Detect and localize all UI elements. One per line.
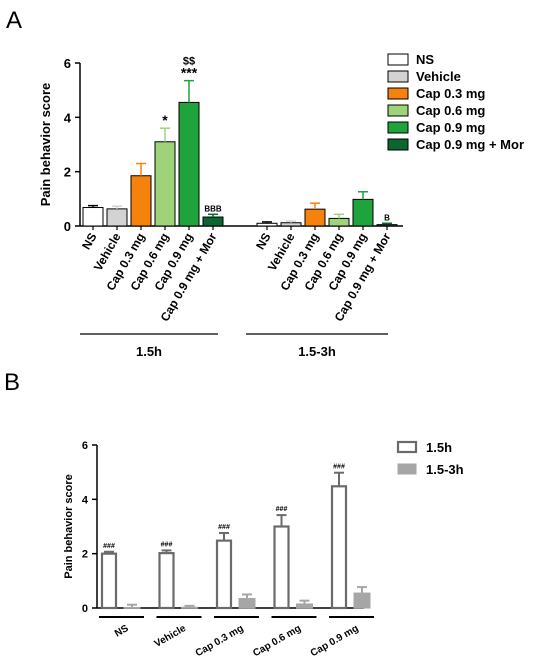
chart-b-legend-label: 1.5h xyxy=(426,440,452,455)
chart-b-bar-1-5h xyxy=(215,539,233,610)
chart-a-bar xyxy=(202,216,224,227)
chart-a-significance-mark: *** xyxy=(181,65,198,81)
chart-b-bar-1-5h xyxy=(330,485,348,610)
chart-b-y-tick-label: 0 xyxy=(82,603,88,615)
chart-a-significance-mark: * xyxy=(162,112,168,128)
chart-a-legend-label: Cap 0.9 mg + Mor xyxy=(416,137,524,152)
chart-b-bar-1-5-3h xyxy=(181,606,198,609)
chart-a-bar xyxy=(154,141,176,227)
chart-a-bar xyxy=(304,208,326,227)
chart-b-y-tick-label: 4 xyxy=(82,494,89,506)
chart-a-y-tick-label: 2 xyxy=(64,165,71,180)
chart-a-bar xyxy=(280,222,302,227)
chart-b-legend-swatch-open xyxy=(396,440,418,454)
chart-a-group-label: 1.5-3h xyxy=(298,344,336,359)
chart-b-legend-swatch-filled xyxy=(397,463,417,475)
chart-b-category-label: NS xyxy=(113,623,131,640)
chart-a-group-label: 1.5h xyxy=(136,344,162,359)
chart-b-bar-1-5-3h xyxy=(123,606,141,609)
chart-b-legend-label: 1.5-3h xyxy=(426,462,464,477)
chart-b-y-tick-label: 2 xyxy=(82,549,88,561)
chart-a: 0 2 4 6 Pain behavior score NS Vehicle Cap 0.3 … xyxy=(38,52,524,359)
panel-b-label: B xyxy=(4,369,20,396)
chart-a-significance-mark: BBB xyxy=(204,204,222,213)
chart-b-significance-mark: ### xyxy=(161,541,173,548)
chart-a-significance-mark: B xyxy=(384,213,390,222)
chart-b-bar-1-5h xyxy=(158,552,175,610)
chart-a-bar xyxy=(106,208,128,227)
chart-a-category-label: NS xyxy=(253,231,273,252)
chart-a-bar xyxy=(328,217,350,227)
chart-a-legend-label: Cap 0.3 mg xyxy=(416,86,485,101)
chart-a-legend-label: NS xyxy=(416,52,434,67)
chart-a-legend-label: Vehicle xyxy=(416,69,461,84)
chart-b-bar-1-5h xyxy=(100,552,118,610)
chart-b-category-label: Cap 0.6 mg xyxy=(251,623,303,659)
chart-b-category-label: Cap 0.9 mg xyxy=(309,623,361,659)
chart-a-significance-mark-top: $$ xyxy=(183,56,195,68)
chart-b-y-axis-label: Pain behavior score xyxy=(63,474,75,579)
chart-a-bar xyxy=(376,224,398,227)
chart-b-significance-mark: ### xyxy=(218,524,230,531)
chart-b-bar-1-5-3h xyxy=(353,592,371,609)
chart-a-bar xyxy=(82,207,104,227)
chart-b-bar-1-5-3h xyxy=(296,603,313,609)
panel-a-label: A xyxy=(6,7,22,34)
chart-a-legend-swatch xyxy=(387,87,409,100)
chart-a-legend-label: Cap 0.9 mg xyxy=(416,120,485,135)
chart-a-y-tick-label: 4 xyxy=(64,110,72,125)
chart-a-legend-label: Cap 0.6 mg xyxy=(416,103,485,118)
chart-a-bar xyxy=(130,175,152,227)
chart-b-bar-1-5-3h xyxy=(238,597,256,609)
chart-b-category-label: Vehicle xyxy=(153,623,189,650)
chart-a-y-axis-label: Pain behavior score xyxy=(38,83,53,207)
chart-a-legend-swatch xyxy=(387,121,409,134)
chart-b-significance-mark: ### xyxy=(333,464,345,471)
chart-b-significance-mark: ### xyxy=(276,506,288,513)
chart-a-legend-swatch xyxy=(387,53,409,66)
chart-a-bar xyxy=(178,101,200,227)
chart-b-category-label: Cap 0.3 mg xyxy=(194,623,246,659)
chart-b-y-tick-label: 6 xyxy=(82,440,88,452)
chart-b: 0 2 4 6 Pain behavior score ### NS ### Vehicle ##… xyxy=(63,440,464,659)
chart-a-y-tick-label: 6 xyxy=(64,56,71,71)
chart-a-category-label: NS xyxy=(79,231,99,252)
chart-b-significance-mark: ### xyxy=(103,543,115,550)
chart-b-bar-1-5h xyxy=(273,525,290,610)
chart-a-bar xyxy=(256,222,278,227)
chart-a-legend-swatch xyxy=(387,70,409,83)
chart-a-legend-swatch xyxy=(387,104,409,117)
chart-a-bar xyxy=(352,198,374,227)
chart-a-legend-swatch xyxy=(387,138,409,151)
chart-a-y-tick-label: 0 xyxy=(64,219,71,234)
